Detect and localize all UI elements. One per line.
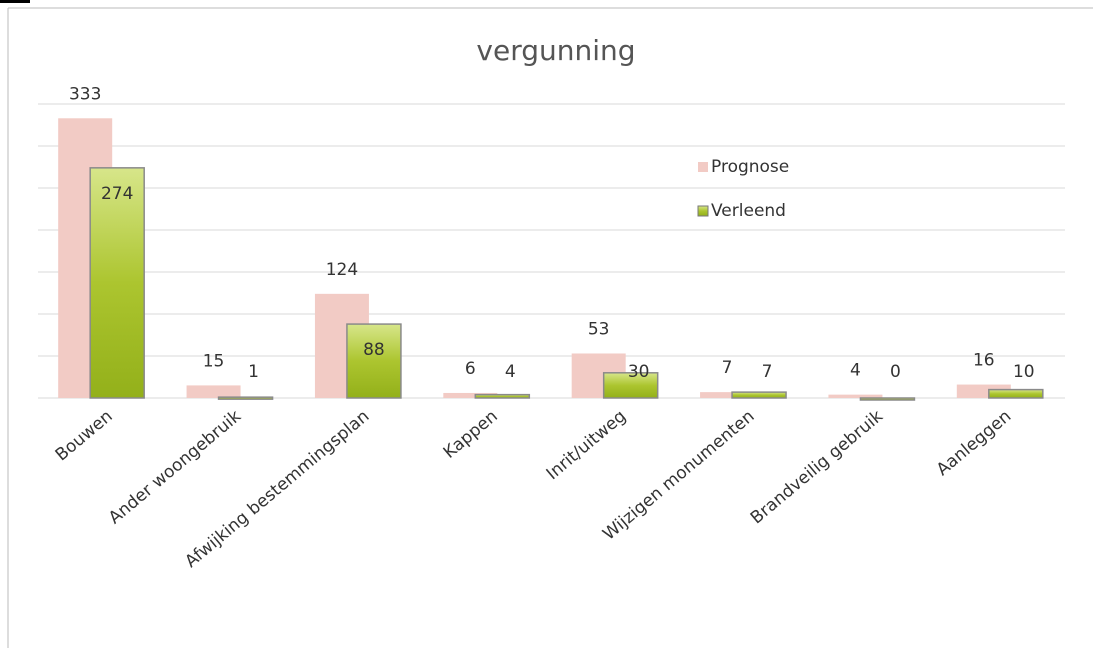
bar: [346, 323, 402, 399]
data-label: 1: [248, 362, 259, 382]
x-tick-label: Inrit/uitweg: [543, 406, 630, 484]
data-label: 274: [101, 184, 133, 204]
bar: [988, 388, 1044, 399]
bar: [859, 397, 916, 401]
bar: [731, 391, 787, 399]
corner-mark: [0, 0, 30, 3]
bar: [700, 392, 755, 398]
x-tick-label: Brandveilig gebruik: [747, 406, 887, 528]
data-label: 16: [973, 351, 995, 371]
data-label: 4: [505, 362, 516, 382]
data-label: 333: [69, 84, 101, 104]
data-label: 10: [1013, 362, 1035, 382]
bar: [443, 392, 498, 398]
data-label: 124: [326, 260, 358, 280]
bar: [217, 396, 274, 400]
data-label: 30: [628, 362, 650, 382]
chart-title: vergunning: [476, 34, 635, 67]
data-label: 0: [890, 362, 901, 382]
data-label: 7: [722, 358, 733, 378]
data-label: 88: [363, 340, 385, 360]
bar: [186, 385, 241, 398]
x-tick-label: Aanleggen: [933, 406, 1015, 480]
bar: [828, 394, 883, 398]
data-label: 53: [588, 319, 610, 339]
data-label: 4: [850, 361, 861, 381]
data-label: 7: [762, 362, 773, 382]
bar: [474, 393, 531, 399]
legend-swatch: [697, 205, 709, 217]
x-tick-label: Bouwen: [52, 406, 117, 465]
legend-label: Verleend: [711, 201, 786, 221]
bar: [602, 372, 659, 399]
x-tick-label: Ander woongebruik: [105, 406, 245, 528]
bar: [89, 167, 145, 399]
x-tick-label: Kappen: [440, 406, 502, 463]
legend-swatch: [698, 162, 708, 172]
data-label: 6: [465, 359, 476, 379]
legend-label: Prognose: [711, 157, 789, 177]
data-label: 15: [203, 351, 225, 371]
